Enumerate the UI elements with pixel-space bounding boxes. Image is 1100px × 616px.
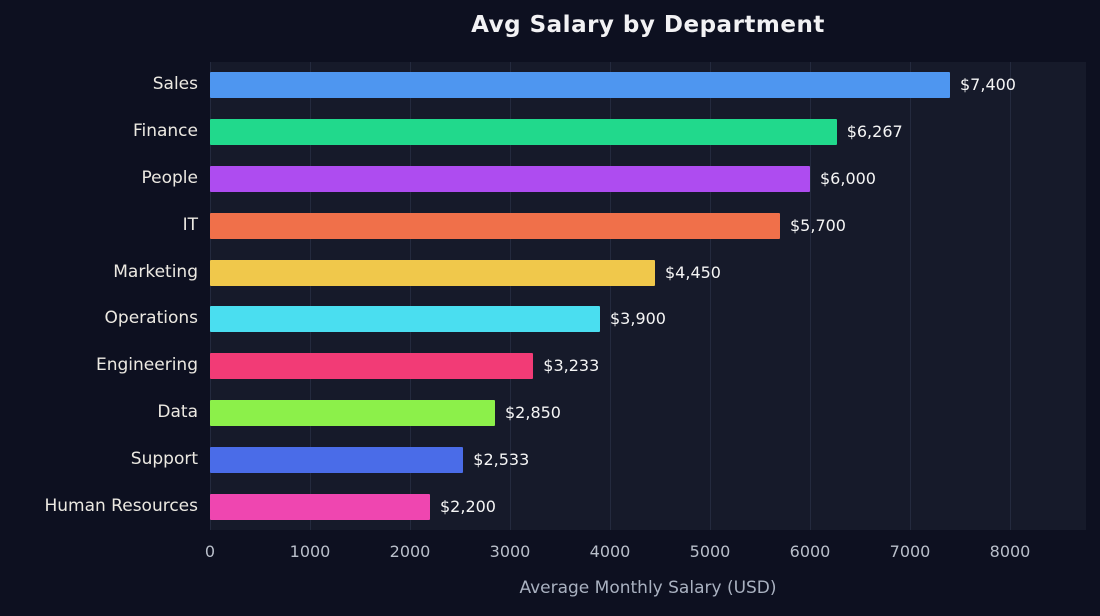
y-tick-label-sales: Sales — [152, 74, 198, 95]
x-tick-label: 1000 — [289, 542, 331, 561]
y-tick-label-engineering: Engineering — [96, 355, 198, 376]
bar-data — [210, 400, 495, 426]
y-tick-label-support: Support — [130, 448, 198, 469]
y-tick-label-people: People — [141, 168, 198, 188]
gridline — [310, 62, 311, 530]
gridline — [410, 62, 411, 530]
value-label-engineering: $3,233 — [543, 356, 600, 376]
gridline — [910, 62, 911, 530]
plot-area: $7,400 $6,267 $6,000 $5,700 $4,450 $3,900 $3,2… — [210, 62, 1086, 530]
x-tick-label: 4000 — [589, 542, 631, 561]
value-label-it: $5,700 — [790, 215, 846, 235]
bar-support — [210, 446, 464, 473]
bar-row: $7,400 — [210, 72, 1086, 99]
bar-marketing — [210, 259, 655, 286]
bar-human-resources — [210, 493, 430, 520]
bar-finance — [210, 119, 837, 146]
bar-engineering — [210, 353, 534, 380]
value-label-data: $2,850 — [505, 403, 561, 422]
x-tick-label: 7000 — [889, 542, 931, 561]
gridline — [610, 62, 611, 530]
bar-row: $3,233 — [210, 353, 1086, 380]
bar-row: $2,200 — [210, 493, 1086, 520]
gridline — [810, 62, 811, 530]
bar-row: $6,000 — [210, 166, 1086, 192]
bar-row: $4,450 — [210, 259, 1086, 286]
x-tick-label: 5000 — [689, 542, 731, 561]
bar-sales — [210, 72, 950, 99]
bar-row: $6,267 — [210, 119, 1086, 146]
gridline — [210, 62, 211, 530]
bar-row: $2,850 — [210, 400, 1086, 426]
bar-row: $5,700 — [210, 212, 1086, 239]
x-tick-label: 3000 — [489, 542, 531, 561]
bar-it — [210, 212, 780, 239]
x-tick-label: 6000 — [789, 542, 831, 561]
y-tick-label-marketing: Marketing — [113, 261, 198, 282]
x-tick-label: 0 — [204, 542, 216, 561]
x-tick-label: 2000 — [389, 542, 431, 561]
value-label-finance: $6,267 — [846, 122, 903, 142]
value-label-sales: $7,400 — [960, 75, 1016, 95]
bar-row: $2,533 — [210, 446, 1086, 473]
value-label-human-resources: $2,200 — [440, 496, 496, 516]
chart-title: Avg Salary by Department — [471, 12, 825, 38]
y-tick-label-human-resources: Human Resources — [44, 495, 198, 516]
x-tick-label: 8000 — [989, 542, 1031, 561]
value-label-people: $6,000 — [820, 169, 876, 188]
value-label-marketing: $4,450 — [665, 262, 721, 282]
gridline — [710, 62, 711, 530]
x-axis-label: Average Monthly Salary (USD) — [519, 578, 777, 598]
y-tick-label-data: Data — [157, 402, 198, 422]
y-tick-label-it: IT — [182, 214, 198, 235]
gridline — [1010, 62, 1011, 530]
bar-people — [210, 166, 810, 192]
y-tick-label-operations: Operations — [104, 308, 198, 329]
bar-operations — [210, 306, 600, 333]
bar-row: $3,900 — [210, 306, 1086, 333]
value-label-support: $2,533 — [473, 449, 530, 469]
value-label-operations: $3,900 — [610, 309, 666, 329]
y-tick-label-finance: Finance — [132, 121, 198, 142]
gridline — [510, 62, 511, 530]
